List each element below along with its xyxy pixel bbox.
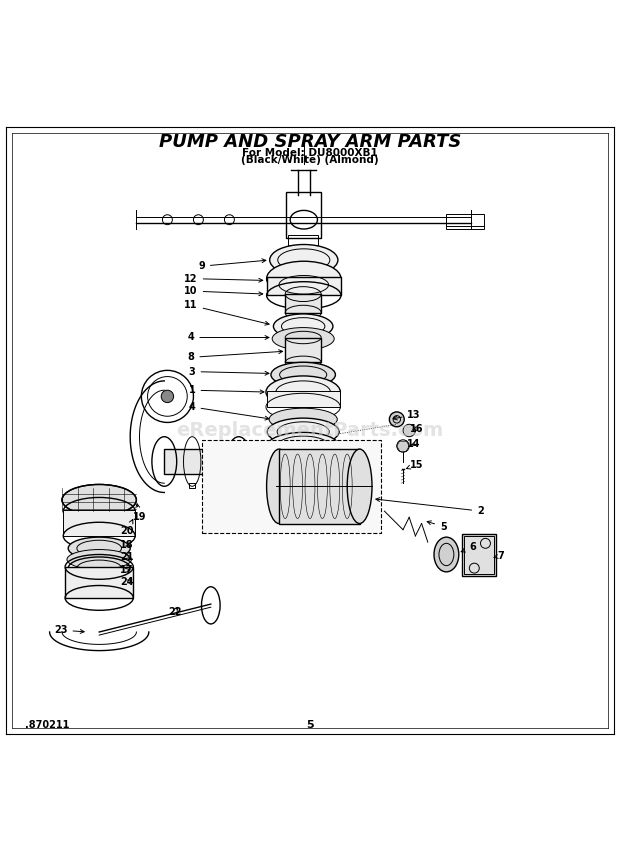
Text: 7: 7 <box>494 551 504 561</box>
Text: 8: 8 <box>187 350 283 362</box>
Text: 11: 11 <box>184 300 269 325</box>
Text: 24: 24 <box>120 578 134 587</box>
Text: 17: 17 <box>120 565 134 575</box>
Text: 6: 6 <box>461 542 476 552</box>
Bar <box>288 235 318 245</box>
Ellipse shape <box>67 549 131 569</box>
Ellipse shape <box>62 485 136 516</box>
Text: 21: 21 <box>120 552 134 562</box>
Text: 2: 2 <box>376 498 484 516</box>
Text: 10: 10 <box>184 286 263 296</box>
Bar <box>285 338 321 362</box>
FancyBboxPatch shape <box>202 440 381 533</box>
Text: 5: 5 <box>427 521 446 531</box>
Text: For Model: DU8000XB1: For Model: DU8000XB1 <box>242 148 378 158</box>
Ellipse shape <box>267 261 341 296</box>
Text: 13: 13 <box>393 410 421 420</box>
Ellipse shape <box>68 537 130 560</box>
Text: 12: 12 <box>184 274 263 283</box>
Bar <box>164 449 239 474</box>
Text: 4: 4 <box>188 332 269 343</box>
Bar <box>65 567 133 598</box>
Text: 19: 19 <box>133 504 146 523</box>
Text: 23: 23 <box>54 625 84 635</box>
Bar <box>279 449 360 523</box>
Bar <box>189 482 195 487</box>
Ellipse shape <box>389 412 404 427</box>
Bar <box>464 536 494 574</box>
Ellipse shape <box>273 314 333 338</box>
Text: 4: 4 <box>189 402 269 420</box>
Bar <box>63 510 135 536</box>
Text: PUMP AND SPRAY ARM PARTS: PUMP AND SPRAY ARM PARTS <box>159 133 461 152</box>
Bar <box>267 276 341 295</box>
Ellipse shape <box>161 390 174 403</box>
Ellipse shape <box>271 362 335 387</box>
Text: 20: 20 <box>120 519 134 536</box>
Text: .870211: .870211 <box>25 720 69 730</box>
Text: 16: 16 <box>410 424 423 434</box>
Ellipse shape <box>267 449 291 523</box>
Ellipse shape <box>269 408 337 430</box>
Ellipse shape <box>266 376 340 408</box>
Bar <box>286 192 321 238</box>
Text: 9: 9 <box>198 259 266 271</box>
Ellipse shape <box>267 418 339 445</box>
Ellipse shape <box>397 440 409 452</box>
Text: eReplacementParts.com: eReplacementParts.com <box>176 421 444 440</box>
Text: 18: 18 <box>120 540 134 549</box>
Bar <box>267 391 340 407</box>
Bar <box>462 534 496 576</box>
Ellipse shape <box>434 537 459 572</box>
Bar <box>285 294 321 313</box>
Text: 15: 15 <box>407 460 423 469</box>
Text: 5: 5 <box>306 720 314 730</box>
Ellipse shape <box>270 245 338 276</box>
Ellipse shape <box>272 327 334 350</box>
Text: (Black/White) (Almond): (Black/White) (Almond) <box>241 155 379 165</box>
Ellipse shape <box>347 449 372 523</box>
Ellipse shape <box>403 424 415 437</box>
Text: 14: 14 <box>407 439 421 449</box>
Ellipse shape <box>267 432 339 460</box>
Text: 1: 1 <box>189 385 264 395</box>
Text: 3: 3 <box>189 367 269 376</box>
Bar <box>446 214 484 229</box>
Text: 22: 22 <box>168 606 182 616</box>
